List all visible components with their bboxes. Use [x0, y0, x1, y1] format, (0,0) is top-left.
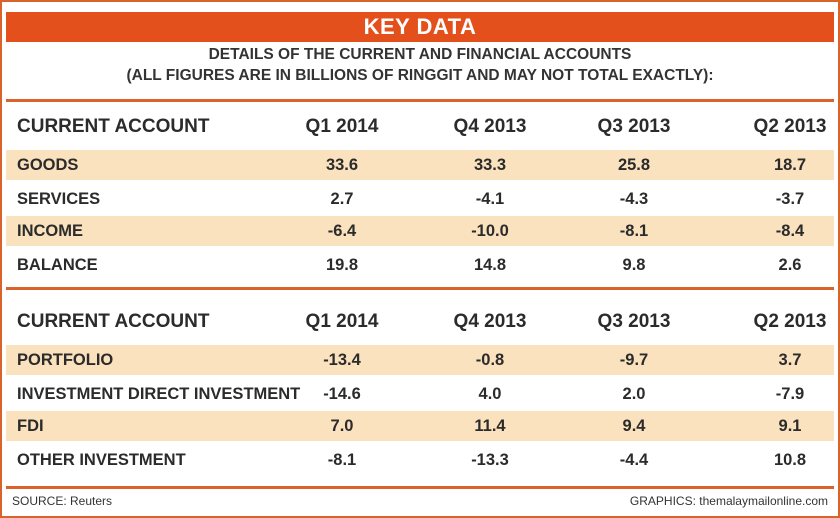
table-cell: -4.4: [619, 451, 649, 469]
row-label: OTHER INVESTMENT: [17, 451, 186, 469]
column-header: Q3 2013: [597, 116, 671, 137]
table-cell: 19.8: [325, 256, 359, 274]
table-header-row: CURRENT ACCOUNT Q1 2014 Q4 2013 Q3 2013 Q2 2…: [6, 112, 834, 142]
subtitle-line-2: (ALL FIGURES ARE IN BILLIONS OF RINGGIT …: [126, 67, 714, 84]
table-cell: -8.4: [775, 222, 805, 240]
table-header-row: CURRENT ACCOUNT Q1 2014 Q4 2013 Q3 2013 Q2 2…: [6, 307, 834, 337]
table-cell: 2.0: [622, 385, 646, 403]
table-cell: -14.6: [323, 385, 361, 403]
table-cell: -8.1: [619, 222, 649, 240]
table-cell: -7.9: [775, 385, 805, 403]
row-label: INCOME: [17, 222, 83, 240]
table-cell: -13.3: [471, 451, 509, 469]
column-header: Q1 2014: [305, 116, 379, 137]
table-cell: 9.8: [622, 256, 646, 274]
column-header: Q3 2013: [597, 311, 671, 332]
table-cell: 2.6: [778, 256, 802, 274]
row-label: INVESTMENT DIRECT INVESTMENT: [17, 385, 301, 403]
table-cell: -10.0: [471, 222, 509, 240]
table-cell: -8.1: [327, 451, 357, 469]
column-header-label: CURRENT ACCOUNT: [17, 116, 210, 137]
column-header-label: CURRENT ACCOUNT: [17, 311, 210, 332]
table-row: PORTFOLIO -13.4 -0.8 -9.7 3.7: [6, 345, 834, 375]
table-cell: 33.3: [473, 156, 507, 174]
subtitle-line-1: DETAILS OF THE CURRENT AND FINANCIAL ACC…: [208, 46, 632, 63]
row-label: SERVICES: [17, 190, 101, 208]
table-cell: 4.0: [478, 385, 502, 403]
table-cell: -4.1: [475, 190, 505, 208]
divider: [6, 99, 834, 102]
column-header: Q1 2014: [305, 311, 379, 332]
table-row: GOODS 33.6 33.3 25.8 18.7: [6, 150, 834, 180]
table-cell: -9.7: [619, 351, 649, 369]
table-cell: -6.4: [327, 222, 357, 240]
table-row: INVESTMENT DIRECT INVESTMENT -14.6 4.0 2.0 -…: [6, 379, 834, 409]
table-cell: -3.7: [775, 190, 805, 208]
table-row: SERVICES 2.7 -4.1 -4.3 -3.7: [6, 184, 834, 214]
row-label: PORTFOLIO: [17, 351, 114, 369]
table-cell: -0.8: [475, 351, 505, 369]
table-cell: 33.6: [325, 156, 359, 174]
table-cell: -13.4: [323, 351, 361, 369]
column-header: Q4 2013: [453, 116, 527, 137]
table-row: BALANCE 19.8 14.8 9.8 2.6: [6, 250, 834, 280]
table-row: FDI 7.0 11.4 9.4 9.1: [6, 411, 834, 441]
column-header: Q2 2013: [753, 311, 827, 332]
table-cell: 14.8: [473, 256, 507, 274]
table-cell: 2.7: [330, 190, 354, 208]
table-cell: 3.7: [778, 351, 802, 369]
table-cell: 7.0: [330, 417, 354, 435]
table-cell: 11.4: [474, 417, 506, 435]
title-bar: KEY DATA: [6, 12, 834, 42]
table-cell: 9.4: [622, 417, 646, 435]
row-label: BALANCE: [17, 256, 98, 274]
table-cell: 18.7: [773, 156, 807, 174]
table-cell: 10.8: [773, 451, 807, 469]
table-cell: 25.8: [617, 156, 651, 174]
table-row: OTHER INVESTMENT -8.1 -13.3 -4.4 10.8: [6, 445, 834, 475]
table-cell: 9.1: [778, 417, 802, 435]
table-row: INCOME -6.4 -10.0 -8.1 -8.4: [6, 216, 834, 246]
divider: [6, 486, 834, 489]
column-header: Q2 2013: [753, 116, 827, 137]
divider: [6, 287, 834, 290]
row-label: FDI: [17, 417, 44, 435]
column-header: Q4 2013: [453, 311, 527, 332]
source-note: SOURCE: Reuters: [12, 494, 113, 508]
row-label: GOODS: [17, 156, 79, 174]
table-cell: -4.3: [619, 190, 649, 208]
graphics-credit: GRAPHICS: themalaymailonline.com: [629, 494, 828, 508]
